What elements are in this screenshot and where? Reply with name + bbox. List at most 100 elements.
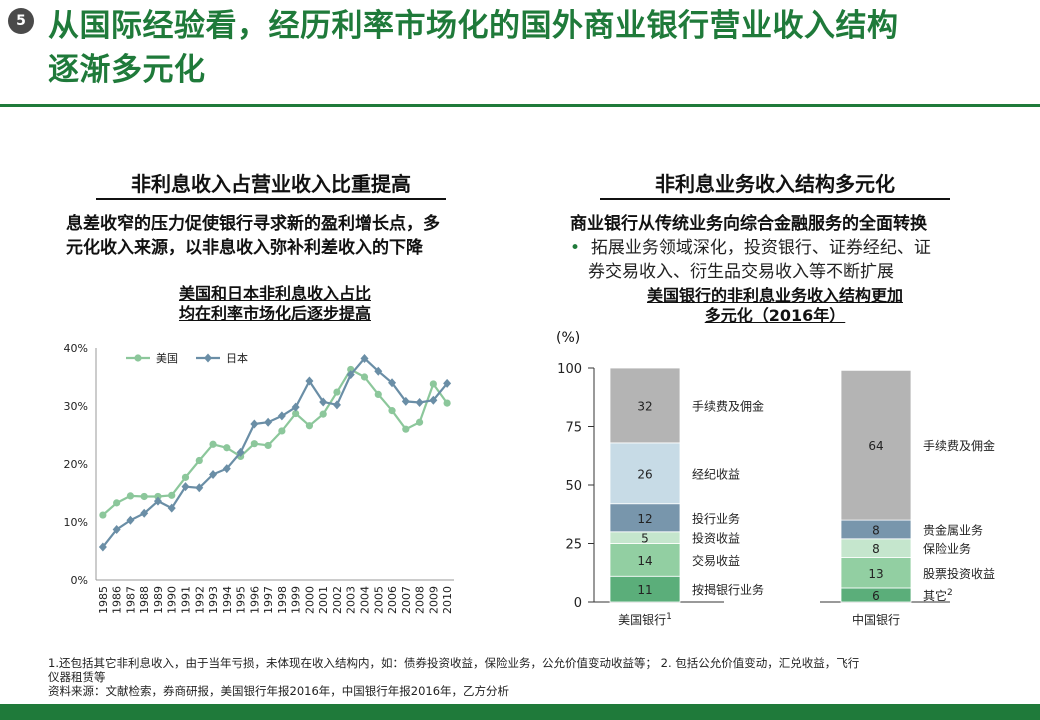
x-tick-label: 2005 <box>372 586 385 614</box>
bar-chart-title-line-2: 多元化（2016年） <box>704 306 846 325</box>
data-point <box>250 440 258 448</box>
bar-segment <box>609 367 681 444</box>
data-point <box>112 525 121 535</box>
data-point <box>209 469 218 479</box>
data-point <box>126 515 135 525</box>
x-tick-label: 1996 <box>248 586 261 614</box>
x-tick-label: 1997 <box>262 586 275 614</box>
segment-value-label: 14 <box>637 554 652 568</box>
line-chart-title-line-2: 均在利率市场化后逐步提高 <box>178 304 371 323</box>
data-point <box>305 422 314 430</box>
footnote-line-2: 仪器租赁等 <box>48 670 106 684</box>
slide-number-badge: 5 <box>8 8 34 34</box>
data-point <box>98 542 107 552</box>
x-tick-label: 2010 <box>441 586 454 614</box>
data-point <box>374 390 382 398</box>
x-tick-label: 1994 <box>221 586 234 614</box>
segment-category-label: 经纪收益 <box>692 467 740 481</box>
data-point <box>264 441 272 450</box>
bar-chart-unit: (%) <box>556 330 581 346</box>
data-point <box>429 380 437 388</box>
data-point <box>195 456 203 465</box>
x-tick-label: 1991 <box>180 586 193 614</box>
source-note: 资料来源：文献检索，券商研报，美国银行年报2016年，中国银行年报2016年，乙… <box>48 684 510 698</box>
x-tick-label: 1998 <box>276 586 289 614</box>
bar-segment <box>840 369 912 521</box>
left-section-heading: 非利息收入占营业收入比重提高 <box>131 172 411 196</box>
bar-segment <box>840 557 912 589</box>
y-tick-label: 10% <box>64 516 88 529</box>
left-section-divider <box>96 198 446 200</box>
x-tick-label: 2002 <box>331 586 344 614</box>
left-lead-text: 息差收窄的压力促使银行寻求新的盈利增长点，多 元化收入来源，以非息收入弥补利差收… <box>66 212 496 260</box>
line-chart-title-line-1: 美国和日本非利息收入占比 <box>178 284 371 303</box>
right-bullet-line-2: 券交易收入、衍生品交易收入等不断扩展 <box>588 262 894 282</box>
data-point <box>360 353 369 363</box>
segment-category-label: 其它2 <box>923 588 953 603</box>
y-tick-label: 30% <box>64 400 88 413</box>
left-lead-line-1: 息差收窄的压力促使银行寻求新的盈利增长点，多 <box>66 214 440 234</box>
x-tick-label: 1989 <box>152 586 165 614</box>
data-point <box>167 503 176 513</box>
data-point <box>388 407 396 415</box>
y-tick-label: 40% <box>64 342 88 355</box>
segment-category-label: 交易收益 <box>692 553 740 568</box>
segment-value-label: 6 <box>872 589 880 603</box>
line-chart-title: 美国和日本非利息收入占比 均在利率市场化后逐步提高 <box>120 284 430 324</box>
data-point <box>140 508 149 518</box>
data-point <box>140 492 148 501</box>
line-chart: 0%10%20%30%40%1985 1986 1987 1988 1989 1990 19… <box>64 342 455 614</box>
bar-segment <box>609 503 681 533</box>
data-point <box>305 376 314 386</box>
segment-value-label: 11 <box>637 583 652 597</box>
segment-value-label: 8 <box>872 523 880 537</box>
page-title-line-1: 从国际经验看，经历利率市场化的国外商业银行营业收入结构 <box>48 8 899 44</box>
segment-category-label: 按揭银行业务 <box>692 582 764 597</box>
page-title-line-2: 逐渐多元化 <box>48 52 206 88</box>
data-point <box>374 366 383 376</box>
data-point <box>126 492 135 500</box>
data-point <box>292 409 300 418</box>
footnote: 1.还包括其它非利息收入，由于当年亏损，未体现在收入结构内，如：债券投资收益，保… <box>48 656 998 698</box>
data-point <box>154 492 162 501</box>
segment-category-label: 贵金属业务 <box>923 522 983 537</box>
segment-value-label: 8 <box>872 542 880 556</box>
right-bullet: • 拓展业务领域深化，投资银行、证券经纪、证 券交易收入、衍生品交易收入等不断扩… <box>570 236 1010 284</box>
right-lead-text: 商业银行从传统业务向综合金融服务的全面转换 <box>570 214 927 234</box>
segment-value-label: 5 <box>641 532 649 546</box>
x-tick-label: 1986 <box>111 586 124 614</box>
data-point <box>223 444 231 452</box>
bar-category-label: 美国银行1 <box>618 612 672 627</box>
data-point <box>250 419 259 429</box>
data-point <box>181 473 190 481</box>
data-point <box>99 511 107 519</box>
bottom-bar <box>0 704 1040 720</box>
y-tick-label: 100 <box>557 362 582 377</box>
segment-value-label: 13 <box>868 567 883 581</box>
x-tick-label: 1995 <box>235 586 248 614</box>
data-point <box>319 397 328 407</box>
x-tick-label: 1988 <box>138 586 151 614</box>
right-bullet-line-1: • 拓展业务领域深化，投资银行、证券经纪、证 <box>570 236 1010 260</box>
x-tick-label: 1999 <box>290 586 303 614</box>
y-tick-label: 0 <box>574 596 582 611</box>
x-tick-label: 2006 <box>386 586 399 614</box>
data-point <box>278 427 286 435</box>
data-point <box>264 417 273 427</box>
data-point <box>333 388 341 396</box>
data-point <box>443 399 451 407</box>
data-point <box>209 440 217 448</box>
x-tick-label: 1987 <box>124 586 137 614</box>
left-lead-line-2: 元化收入来源，以非息收入弥补利差收入的下降 <box>66 238 423 258</box>
x-tick-label: 1993 <box>207 586 220 614</box>
segment-category-label: 保险业务 <box>923 541 971 556</box>
bar-segment <box>609 543 681 577</box>
segment-value-label: 26 <box>637 467 652 481</box>
legend-marker <box>134 354 142 362</box>
data-point <box>236 447 245 457</box>
x-tick-label: 2008 <box>414 586 427 614</box>
bullet-mark: • <box>570 238 581 258</box>
segment-value-label: 32 <box>637 399 652 413</box>
bar-segment <box>609 442 681 505</box>
data-point <box>291 402 300 412</box>
